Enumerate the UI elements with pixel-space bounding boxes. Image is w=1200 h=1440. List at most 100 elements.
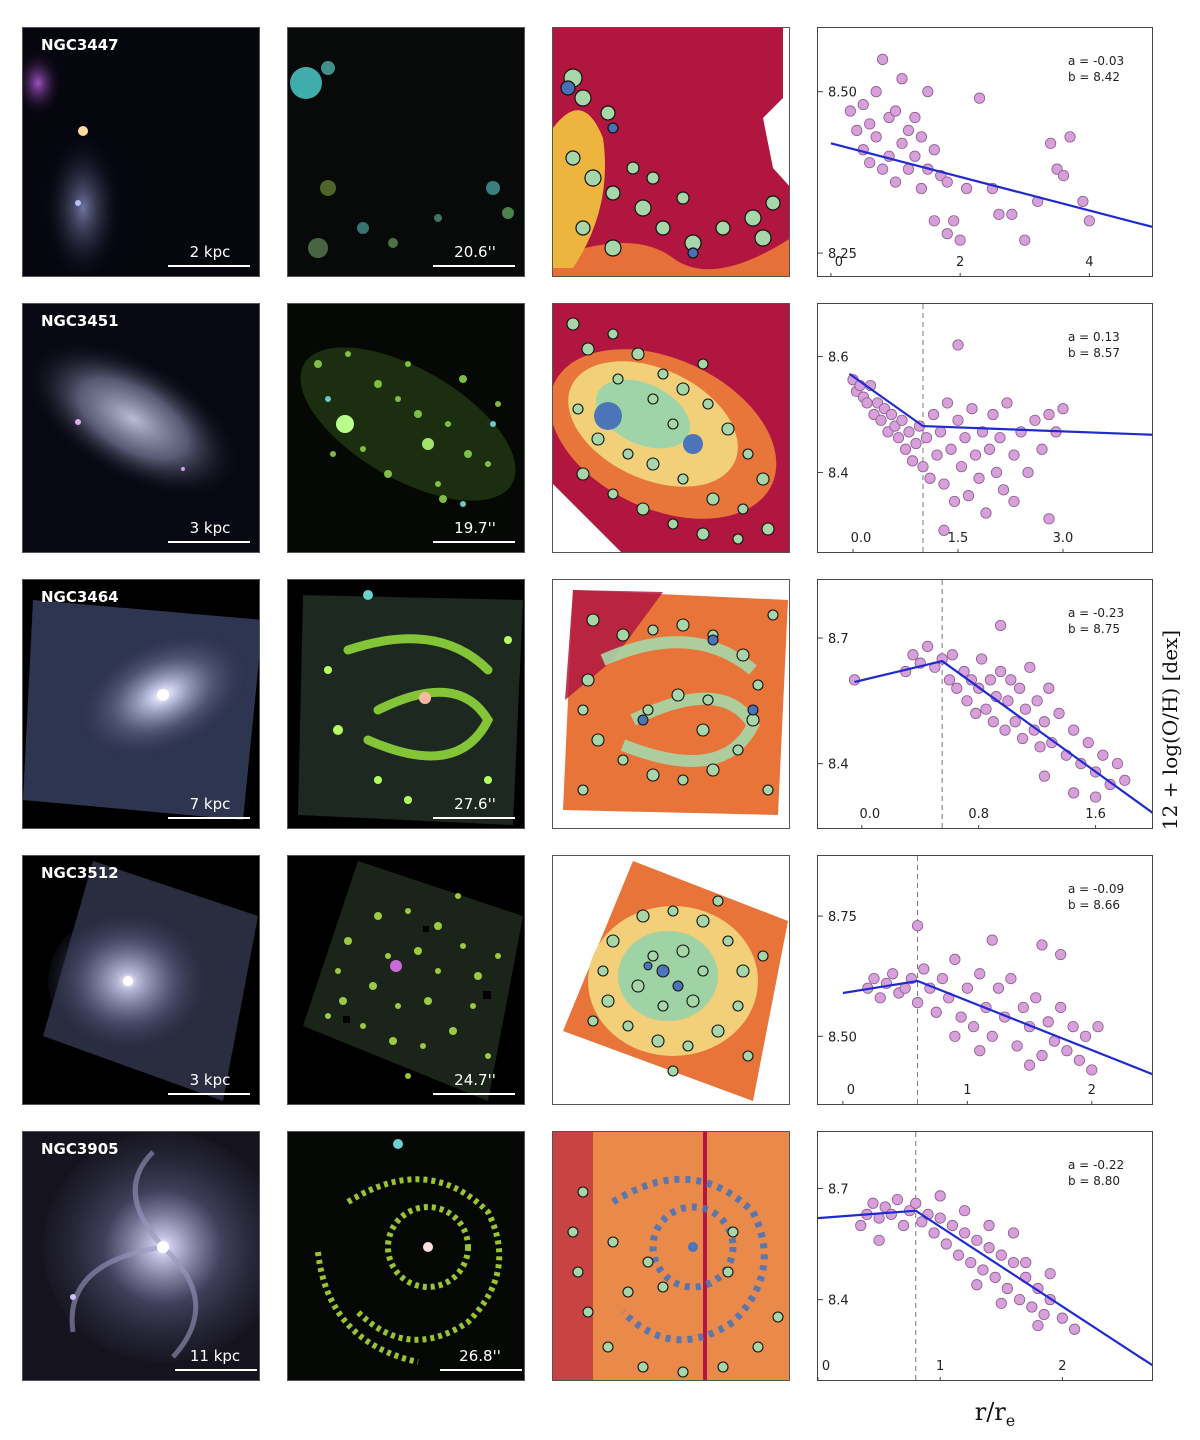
hii-region-point xyxy=(977,1264,989,1276)
hii-region-point xyxy=(902,124,915,137)
hii-region-point xyxy=(915,182,927,195)
hii-region-point xyxy=(1082,737,1094,749)
x-tick-label: 3.0 xyxy=(1053,531,1074,546)
hii-region-point xyxy=(934,1190,946,1202)
metallicity-gradient-plot: 0 1 2 8.75 8.50 xyxy=(818,856,1152,1104)
hii-region-point xyxy=(949,1030,961,1042)
metallicity-map xyxy=(553,304,789,552)
hii-region-point xyxy=(955,1011,967,1023)
hii-region-point xyxy=(987,716,999,728)
y-tick-label: 8.25 xyxy=(828,247,857,262)
hii-region-point xyxy=(910,437,922,450)
hii-region-point xyxy=(961,982,973,994)
emission-line-image xyxy=(288,580,524,828)
hii-region-point xyxy=(1055,1001,1067,1014)
arcsec-scale-bar xyxy=(433,541,515,543)
hii-region-point xyxy=(1024,661,1036,673)
hii-region-point xyxy=(899,443,912,455)
hii-region-point xyxy=(1055,948,1067,961)
fit-intercept-label: b = 8.80 xyxy=(1068,1174,1121,1188)
hii-region-point xyxy=(1002,695,1014,707)
metallicity-map-panel xyxy=(552,855,790,1105)
hii-region-point xyxy=(971,1234,983,1246)
metallicity-gradient-plot: 0.0 0.8 1.6 8.7 8.4 xyxy=(818,580,1152,828)
hii-region-point xyxy=(1061,1045,1073,1057)
hii-region-point xyxy=(889,105,902,117)
hii-region-point xyxy=(1053,707,1065,719)
hii-region-point xyxy=(896,73,908,85)
hii-region-point xyxy=(867,1197,879,1209)
galaxy-name: NGC3451 xyxy=(41,312,119,330)
hii-region-point xyxy=(946,649,958,661)
fit-intercept-label: b = 8.57 xyxy=(1068,346,1121,360)
hii-region-point xyxy=(952,339,964,351)
optical-image-panel: NGC3512 3 kpc xyxy=(22,855,260,1105)
y-tick-label: 8.6 xyxy=(828,351,849,366)
hii-region-point xyxy=(1097,749,1109,761)
fit-slope-label: a = 0.13 xyxy=(1068,330,1120,344)
arcsec-scale-bar xyxy=(440,1369,522,1371)
hii-region-point xyxy=(1023,1059,1036,1071)
metallicity-map xyxy=(553,28,789,276)
hii-region-point xyxy=(892,432,905,444)
hii-region-point xyxy=(941,228,953,240)
hii-region-point xyxy=(1089,791,1102,803)
metallicity-map-panel xyxy=(552,303,790,553)
hii-region-point xyxy=(1045,137,1057,149)
halpha-image-panel: 26.8'' xyxy=(287,1131,525,1381)
hii-region-point xyxy=(1016,732,1029,745)
hii-region-point xyxy=(1077,195,1089,208)
hii-region-point xyxy=(928,1227,940,1239)
hii-region-point xyxy=(887,968,899,980)
hii-region-point xyxy=(1032,1319,1044,1332)
hii-region-point xyxy=(959,1205,971,1217)
y-tick-label: 8.7 xyxy=(828,1182,849,1197)
hii-region-point xyxy=(911,920,924,932)
hii-region-point xyxy=(995,1249,1007,1261)
hii-region-point xyxy=(959,1227,971,1239)
hii-region-point xyxy=(934,426,947,438)
hii-region-point xyxy=(943,674,956,686)
hii-region-point xyxy=(1057,403,1069,415)
hii-region-point xyxy=(1036,939,1048,951)
hii-region-point xyxy=(949,953,961,965)
hii-region-point xyxy=(1068,1323,1081,1335)
hii-region-point xyxy=(1008,495,1020,508)
kpc-scale-bar xyxy=(168,541,250,543)
hii-region-point xyxy=(1019,703,1032,715)
hii-region-point xyxy=(970,707,982,719)
hii-region-point xyxy=(980,703,992,715)
hii-region-point xyxy=(918,963,930,975)
hii-region-point xyxy=(1057,170,1070,182)
hii-region-point xyxy=(995,1297,1007,1309)
gradient-fit-line xyxy=(830,142,1152,228)
hii-region-point xyxy=(873,1234,885,1246)
galaxy-row-4: NGC3512 3 kpc 24.7'' xyxy=(0,855,1200,1107)
hii-region-point xyxy=(877,53,889,65)
hii-region-point xyxy=(1005,674,1017,686)
hii-region-point xyxy=(980,507,992,519)
hii-region-point xyxy=(952,414,964,426)
hii-region-point xyxy=(930,1006,942,1018)
hii-region-point xyxy=(1006,208,1018,220)
metallicity-gradient-plot: 0 2 4 8.50 8.25 xyxy=(818,53,1152,276)
hii-region-point xyxy=(961,695,973,707)
hii-region-point xyxy=(962,490,975,502)
metallicity-gradient-plot: 0 1 2 8.7 8.4 xyxy=(818,1132,1152,1380)
x-tick-label: 0.0 xyxy=(851,531,872,546)
x-tick-label: 4 xyxy=(1085,255,1093,270)
hii-region-point xyxy=(1038,1308,1050,1321)
hii-region-point xyxy=(971,1279,983,1291)
hii-region-point xyxy=(844,105,856,117)
hii-region-point xyxy=(906,455,919,467)
gradient-fit-line xyxy=(848,373,1152,436)
hii-region-point xyxy=(948,495,961,508)
hii-region-point xyxy=(1056,1312,1068,1324)
x-tick-label: 0.0 xyxy=(859,807,880,822)
emission-line-image xyxy=(288,856,524,1104)
hii-region-point xyxy=(924,472,936,484)
hii-region-point xyxy=(997,484,1010,496)
hii-region-point xyxy=(1036,1049,1048,1062)
hii-region-point xyxy=(995,619,1007,632)
hii-region-point xyxy=(907,649,919,661)
